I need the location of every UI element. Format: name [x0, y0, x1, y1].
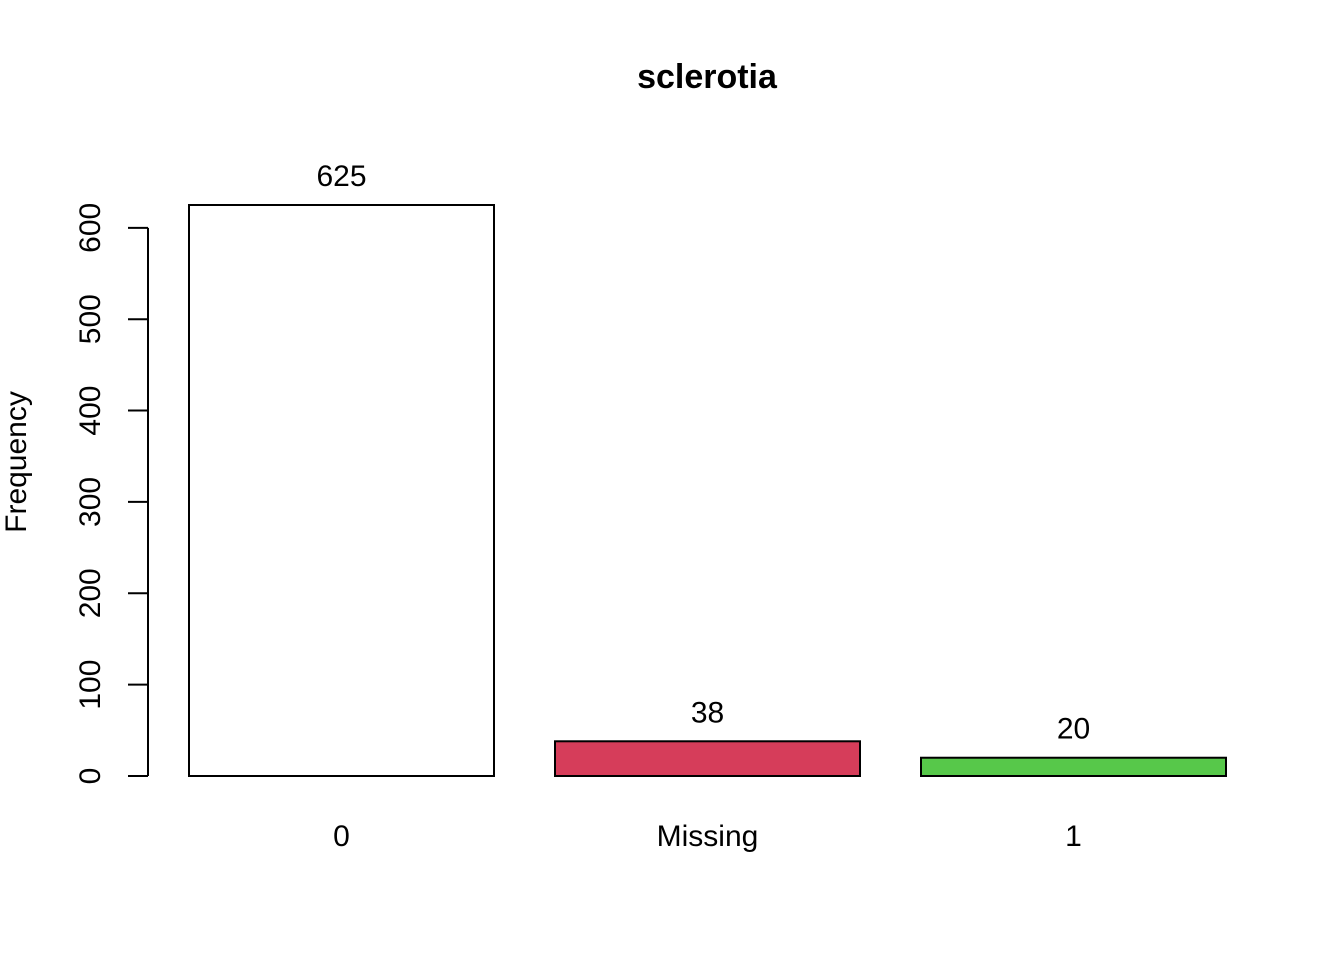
y-axis: 0 100 200 300 400 500 600: [74, 203, 149, 785]
category-label-2: 1: [1065, 820, 1082, 853]
y-tick-label-1: 100: [74, 660, 107, 710]
category-label-0: 0: [333, 820, 350, 853]
bar-0: [188, 204, 495, 777]
category-label-1: Missing: [657, 820, 759, 853]
y-tick-label-3: 300: [74, 477, 107, 527]
bars-group: [188, 204, 1227, 778]
y-tick-label-4: 400: [74, 386, 107, 436]
y-tick-label-2: 200: [74, 568, 107, 618]
bar-missing: [554, 740, 861, 778]
y-tick-label-5: 500: [74, 294, 107, 344]
category-labels-group: 0 Missing 1: [333, 820, 1082, 853]
value-label-1: 38: [691, 696, 724, 729]
chart-title: sclerotia: [637, 58, 778, 96]
bar-1: [920, 756, 1227, 778]
y-tick-label-6: 600: [74, 203, 107, 253]
value-label-0: 625: [316, 160, 366, 193]
value-labels-group: 625 38 20: [316, 160, 1090, 746]
y-axis-label: Frequency: [0, 391, 33, 533]
value-label-2: 20: [1057, 713, 1090, 746]
y-tick-label-0: 0: [74, 768, 107, 785]
